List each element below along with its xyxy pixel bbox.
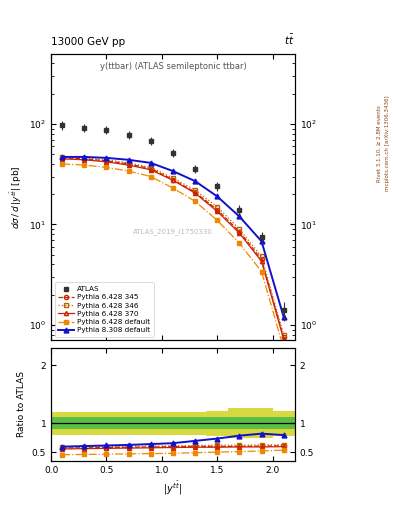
Y-axis label: $d\sigma\,/\,d\,|y^{t\bar{t}}|\;\mathrm{[pb]}$: $d\sigma\,/\,d\,|y^{t\bar{t}}|\;\mathrm{… [8,165,24,229]
Text: mcplots.cern.ch [arXiv:1306.3436]: mcplots.cern.ch [arXiv:1306.3436] [385,96,389,191]
Text: y(ttbar) (ATLAS semileptonic ttbar): y(ttbar) (ATLAS semileptonic ttbar) [99,62,246,71]
Legend: ATLAS, Pythia 6.428 345, Pythia 6.428 346, Pythia 6.428 370, Pythia 6.428 defaul: ATLAS, Pythia 6.428 345, Pythia 6.428 34… [55,283,154,337]
Y-axis label: Ratio to ATLAS: Ratio to ATLAS [17,372,26,437]
Text: $t\bar{t}$: $t\bar{t}$ [284,32,295,47]
X-axis label: $|y^{t\bar{t}}|$: $|y^{t\bar{t}}|$ [163,480,182,498]
Text: 13000 GeV pp: 13000 GeV pp [51,36,125,47]
Text: ATLAS_2019_I1750330: ATLAS_2019_I1750330 [133,228,213,235]
Text: Rivet 3.1.10, ≥ 2.8M events: Rivet 3.1.10, ≥ 2.8M events [377,105,382,182]
